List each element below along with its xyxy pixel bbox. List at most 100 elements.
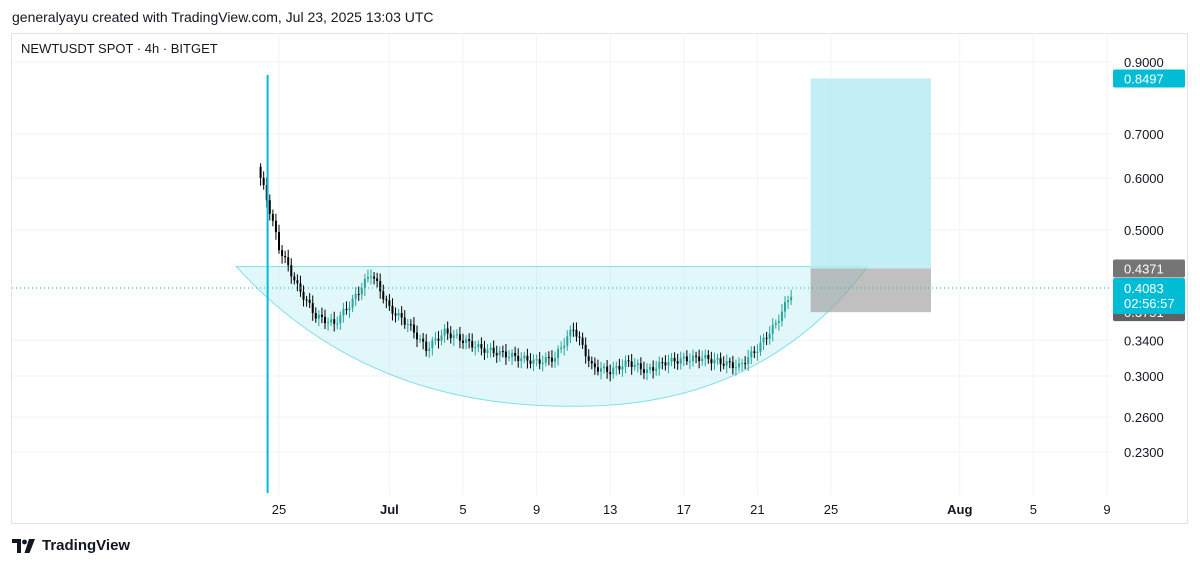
candle-body xyxy=(544,356,547,363)
candle-body xyxy=(446,328,449,334)
candle-body xyxy=(489,347,492,350)
candle-body xyxy=(523,355,526,359)
candle-body xyxy=(787,300,790,302)
y-tick-label: 0.2600 xyxy=(1124,410,1164,425)
candle-body xyxy=(603,366,606,369)
candle-body xyxy=(734,367,737,369)
candle-body xyxy=(296,280,299,284)
candle-body xyxy=(486,349,489,353)
candle-body xyxy=(584,344,587,357)
candle-body xyxy=(431,340,434,349)
candle-body xyxy=(612,367,615,375)
candle-body xyxy=(419,338,422,340)
candle-body xyxy=(621,366,624,370)
candle-body xyxy=(731,362,734,369)
candle-body xyxy=(483,348,486,353)
candle-body xyxy=(685,356,688,362)
candle-body xyxy=(636,363,639,365)
candle-body xyxy=(750,351,753,358)
target-price-tag: 0.8497 xyxy=(1113,69,1185,88)
axes: 0.9000 0.7000 0.6000 0.5000 0.3400 0.3000 0.26… xyxy=(272,55,1164,517)
candle-body xyxy=(667,361,670,366)
entry-price-tag: 0.4371 xyxy=(1113,259,1185,278)
x-tick-label: 25 xyxy=(824,502,838,517)
candle-body xyxy=(403,317,406,325)
y-tick-label: 0.5000 xyxy=(1124,223,1164,238)
countdown-text: 02:56:57 xyxy=(1124,296,1175,311)
candle-body xyxy=(728,361,731,363)
candle-body xyxy=(630,361,633,368)
tradingview-logo[interactable]: TradingView xyxy=(12,537,130,554)
candle-body xyxy=(701,358,704,362)
x-tick-label: 21 xyxy=(750,502,764,517)
candle-body xyxy=(388,300,391,306)
candle-body xyxy=(578,336,581,338)
candle-body xyxy=(618,365,621,370)
entry-price-tag-bg xyxy=(1113,259,1185,278)
y-tick-label: 0.3000 xyxy=(1124,369,1164,384)
candle-body xyxy=(563,345,566,348)
candle-body xyxy=(333,319,336,324)
candle-body xyxy=(379,281,382,292)
stop-zone xyxy=(810,268,931,313)
candle-body xyxy=(768,333,771,339)
candle-body xyxy=(646,369,648,373)
candle-body xyxy=(363,278,366,289)
x-tick-label: Aug xyxy=(947,502,972,517)
candle-body xyxy=(575,329,578,337)
candle-body xyxy=(462,340,464,343)
candle-body xyxy=(376,278,379,282)
candle-body xyxy=(698,356,701,362)
candle-body xyxy=(704,354,707,359)
candle-body xyxy=(498,351,501,356)
position-tool xyxy=(810,78,931,313)
cup-pattern xyxy=(235,266,869,407)
candle-body xyxy=(468,339,471,342)
candle-body xyxy=(425,341,428,352)
candle-body xyxy=(465,339,468,343)
y-tick-label: 0.9000 xyxy=(1124,55,1164,70)
candle-body xyxy=(719,358,722,364)
candle-body xyxy=(428,348,431,352)
candle-body xyxy=(722,363,725,366)
x-tick-label: 13 xyxy=(603,502,617,517)
candle-body xyxy=(609,372,612,375)
candle-body xyxy=(627,360,630,362)
candle-body xyxy=(474,347,477,349)
candle-body xyxy=(547,356,550,358)
candle-body xyxy=(311,302,314,314)
candle-body xyxy=(351,298,354,308)
x-tick-label: 25 xyxy=(272,502,286,517)
candle-body xyxy=(348,307,351,311)
candle-body xyxy=(590,360,593,364)
candle-body xyxy=(676,361,679,364)
x-tick-label: Jul xyxy=(380,502,399,517)
candle-body xyxy=(652,367,655,371)
last-price-text: 0.4083 xyxy=(1124,281,1164,296)
candle-body xyxy=(541,362,544,364)
cup-bowl xyxy=(235,266,869,407)
candle-body xyxy=(284,255,287,258)
candle-body xyxy=(538,359,541,364)
candle-body xyxy=(790,296,793,301)
candle-body xyxy=(738,363,740,368)
chart-credit-line: generalyayu created with TradingView.com… xyxy=(12,9,434,25)
candle-body xyxy=(673,357,676,362)
x-tick-label: 9 xyxy=(1103,502,1110,517)
candle-body xyxy=(422,338,425,342)
candle-body xyxy=(682,356,685,359)
candle-body xyxy=(606,366,609,373)
y-tick-label: 0.7000 xyxy=(1124,127,1164,142)
candle-body xyxy=(382,291,385,300)
candle-body xyxy=(320,314,323,317)
candle-body xyxy=(345,309,348,311)
candle-body xyxy=(655,368,658,371)
candle-body xyxy=(753,351,756,353)
candle-body xyxy=(308,299,311,303)
candle-body xyxy=(458,334,461,341)
candle-body xyxy=(397,313,400,316)
y-tick-label: 0.6000 xyxy=(1124,171,1164,186)
